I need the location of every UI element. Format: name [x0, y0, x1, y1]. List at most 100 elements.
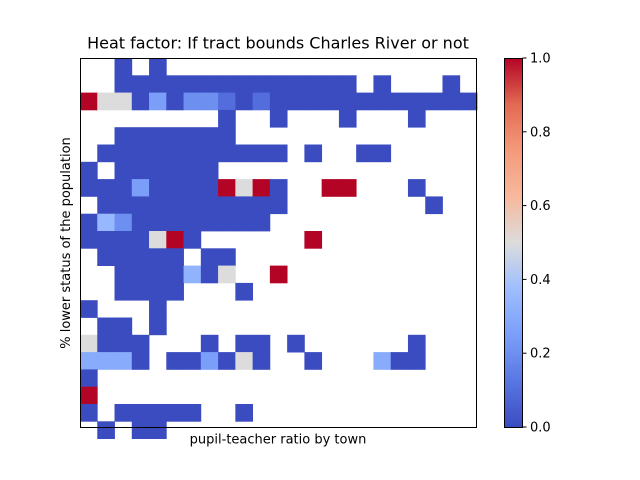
heatmap-cell [166, 248, 184, 266]
heatmap-cell [442, 75, 461, 93]
heatmap-cell [235, 213, 254, 232]
heatmap-cell [166, 213, 184, 232]
heatmap-cell [149, 231, 167, 249]
heatmap-cell [407, 334, 426, 353]
heatmap-cell [183, 127, 202, 145]
heatmap-cell [131, 75, 150, 93]
heatmap-cell [97, 92, 115, 111]
heatmap-cells [80, 58, 478, 439]
heatmap-cell [114, 75, 133, 93]
heatmap-cell [373, 352, 392, 370]
heatmap-cell [149, 404, 167, 422]
heatmap-cell [252, 144, 271, 163]
heatmap-cell [183, 92, 202, 111]
heatmap-cell [183, 196, 202, 215]
heatmap-cell [218, 109, 236, 128]
heatmap-cell [183, 213, 202, 232]
heatmap-cell [183, 179, 202, 197]
heatmap-cell [97, 421, 115, 439]
heatmap-cell [200, 179, 219, 197]
heatmap-cell [390, 92, 409, 111]
heatmap-cell [166, 231, 184, 249]
heatmap-cell [252, 196, 271, 215]
heatmap-cell [252, 334, 271, 353]
heatmap-cell [304, 75, 323, 93]
heatmap-cell [131, 265, 150, 284]
heatmap-cell [304, 231, 323, 249]
heatmap-cell [183, 144, 202, 163]
heatmap-cell [166, 161, 184, 180]
heatmap-cell [149, 58, 167, 76]
colorbar-ticks: 0.0 0.2 0.4 0.6 0.8 1.0 [522, 52, 551, 436]
heatmap-cell [235, 92, 254, 111]
heatmap-cell [149, 300, 167, 318]
heatmap-cell [200, 352, 219, 370]
heatmap-cell [235, 75, 254, 93]
heatmap-cell [218, 352, 236, 370]
heatmap-cell [218, 179, 236, 197]
heatmap-cell [149, 75, 167, 93]
colorbar-tick-label: 0.8 [530, 125, 551, 140]
heatmap-cell [338, 179, 357, 197]
heatmap-cell [200, 75, 219, 93]
heatmap-cell [80, 179, 98, 197]
heatmap-cell [304, 144, 323, 163]
heatmap-cell [131, 248, 150, 266]
y-axis-label: % lower status of the population [59, 137, 74, 349]
heatmap-cell [269, 109, 288, 128]
heatmap-cell [149, 179, 167, 197]
heatmap-cell [166, 179, 184, 197]
heatmap-cell [131, 213, 150, 232]
colorbar-frame [504, 58, 523, 428]
heatmap-cell [166, 282, 184, 301]
heatmap-cell [80, 386, 98, 405]
heatmap-cell [269, 144, 288, 163]
heatmap-cell [459, 92, 478, 111]
heatmap-cell [80, 231, 98, 249]
heatmap-cell [356, 144, 374, 163]
heatmap-cell [131, 196, 150, 215]
colorbar-tick-label: 0.0 [530, 421, 551, 436]
heatmap-cell [183, 404, 202, 422]
plot-frame [80, 58, 477, 428]
colorbar-tick-label: 1.0 [530, 52, 551, 67]
heatmap-cell [425, 196, 443, 215]
heatmap-cell [252, 179, 271, 197]
heatmap-cell [390, 352, 409, 370]
heatmap-cell [149, 213, 167, 232]
heatmap-cell [166, 127, 184, 145]
heatmap-cell [80, 213, 98, 232]
heatmap-cell [287, 92, 305, 111]
heatmap-cell [97, 196, 115, 215]
heatmap-cell [131, 92, 150, 111]
heatmap-cell [321, 179, 340, 197]
x-axis-label: pupil-teacher ratio by town [190, 433, 367, 448]
heatmap-cell [149, 265, 167, 284]
heatmap-cell [425, 92, 443, 111]
colorbar-tick-label: 0.2 [530, 347, 551, 362]
heatmap-cell [218, 144, 236, 163]
heatmap-cell [114, 196, 133, 215]
heatmap-cell [200, 248, 219, 266]
heatmap-cell [407, 92, 426, 111]
heatmap-cell [200, 334, 219, 353]
heatmap-cell [131, 421, 150, 439]
heatmap-cell [235, 334, 254, 353]
heatmap-cell [218, 92, 236, 111]
heatmap-cell [321, 75, 340, 93]
heatmap-cell [287, 75, 305, 93]
heatmap-cell [114, 213, 133, 232]
heatmap-cell [97, 248, 115, 266]
heatmap-cell [114, 144, 133, 163]
heatmap-cell [269, 92, 288, 111]
heatmap-cell [114, 282, 133, 301]
heatmap-cell [166, 92, 184, 111]
heatmap-cell [114, 92, 133, 111]
heatmap-cell [235, 179, 254, 197]
heatmap-cell [218, 75, 236, 93]
heatmap-cell [218, 248, 236, 266]
heatmap-cell [114, 179, 133, 197]
heatmap-cell [269, 265, 288, 284]
heatmap-cell [114, 265, 133, 284]
colorbar-tick-label: 0.4 [530, 273, 551, 288]
